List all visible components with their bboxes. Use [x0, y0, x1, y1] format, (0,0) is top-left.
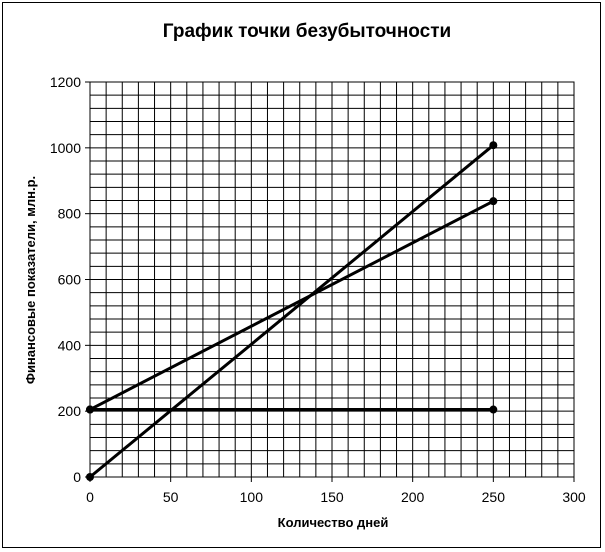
x-tick-label: 150: [320, 489, 344, 505]
series-line-3: [88, 199, 495, 412]
y-tick-label: 1200: [50, 74, 81, 90]
x-tick-label: 0: [86, 489, 94, 505]
chart-title: График точки безубыточности: [163, 21, 451, 42]
y-tick-label: 0: [73, 469, 81, 485]
x-tick-label: 300: [562, 489, 586, 505]
y-tick-label: 1000: [50, 140, 81, 156]
y-tick-label: 600: [58, 272, 82, 288]
x-axis-label: Количество дней: [278, 515, 389, 530]
data-point: [86, 405, 94, 414]
x-tick-labels: 0 50 100 150 200 250 300: [86, 489, 586, 505]
x-tick-label: 50: [163, 489, 179, 505]
x-tick-label: 200: [401, 489, 425, 505]
data-point: [489, 141, 498, 150]
series-lines: [86, 141, 498, 481]
grid: [90, 82, 574, 477]
y-axis-label: Финансовые показатели, млн.р.: [23, 176, 38, 384]
data-point: [86, 473, 94, 481]
y-tick-label: 400: [58, 337, 82, 353]
y-tick-label: 800: [58, 206, 82, 222]
data-point: [489, 197, 498, 206]
data-point: [489, 405, 498, 414]
chart-frame: [2, 2, 601, 548]
y-tick-label: 200: [58, 403, 82, 419]
series-line-2: [88, 143, 495, 479]
x-tick-label: 250: [482, 489, 506, 505]
x-tick-label: 100: [240, 489, 264, 505]
y-tick-labels: 0 200 400 600 800 1000 1200: [50, 74, 81, 485]
